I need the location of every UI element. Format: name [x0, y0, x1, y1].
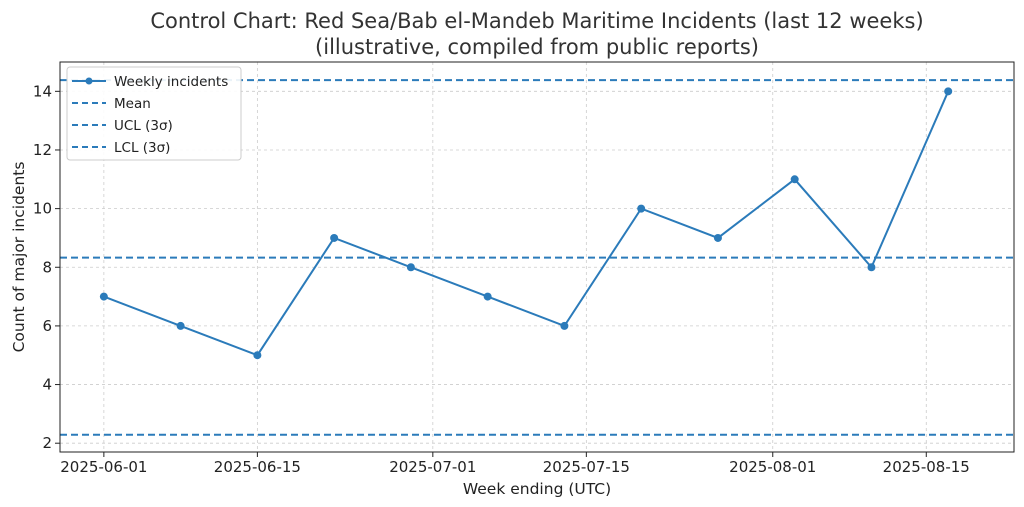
legend: Weekly incidents Mean UCL (3σ) LCL (3σ) [66, 66, 242, 161]
y-tick-label: 2 [42, 434, 52, 452]
data-point [483, 292, 492, 301]
y-tick-label: 8 [42, 258, 52, 276]
x-tick-label: 2025-06-01 [60, 458, 147, 476]
legend-label-weekly: Weekly incidents [114, 74, 228, 90]
legend-marker-weekly [85, 77, 93, 85]
legend-label-ucl: UCL (3σ) [114, 118, 173, 134]
legend-label-lcl: LCL (3σ) [114, 140, 170, 156]
data-point [406, 263, 415, 272]
data-point [176, 321, 185, 330]
x-tick-label: 2025-08-15 [883, 458, 970, 476]
data-point [944, 87, 953, 96]
data-point [867, 263, 876, 272]
y-tick-label: 14 [33, 82, 52, 100]
x-tick-label: 2025-07-01 [389, 458, 476, 476]
data-point [790, 175, 799, 184]
data-point [637, 204, 646, 213]
series-weekly-incidents [99, 87, 953, 360]
x-tick-label: 2025-08-01 [729, 458, 816, 476]
data-point [713, 233, 722, 242]
y-tick-label: 4 [42, 376, 52, 394]
y-axis-label: Count of major incidents [10, 162, 28, 353]
data-point [99, 292, 108, 301]
data-point [253, 351, 262, 360]
y-axis-ticks: 2 4 6 8 10 12 14 [33, 82, 60, 452]
data-point [330, 233, 339, 242]
y-tick-label: 12 [33, 141, 52, 159]
data-point [560, 321, 569, 330]
x-tick-label: 2025-06-15 [214, 458, 301, 476]
grid [60, 62, 1014, 452]
y-tick-label: 10 [33, 200, 52, 218]
y-tick-label: 6 [42, 317, 52, 335]
x-axis-ticks: 2025-06-01 2025-06-15 2025-07-01 2025-07-15… [60, 452, 970, 476]
chart-subtitle: (illustrative, compiled from public repo… [315, 35, 759, 59]
chart-title: Control Chart: Red Sea/Bab el-Mandeb Mar… [150, 9, 923, 33]
legend-box [66, 66, 242, 161]
x-axis-label: Week ending (UTC) [463, 480, 611, 498]
x-tick-label: 2025-07-15 [543, 458, 630, 476]
series-line [103, 90, 950, 357]
plot-frame [59, 61, 1015, 453]
legend-label-mean: Mean [114, 96, 151, 112]
